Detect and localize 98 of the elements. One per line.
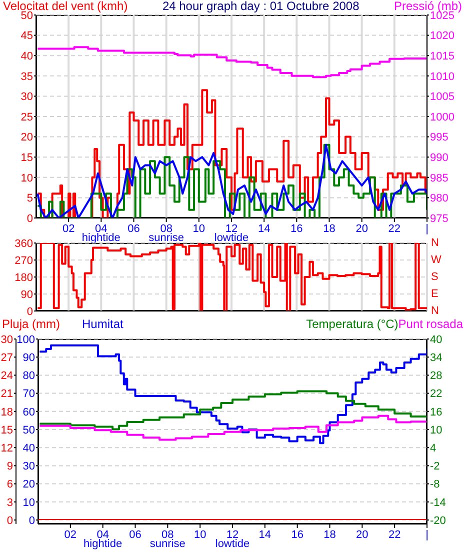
y-tick-label: 90 xyxy=(20,288,33,301)
x-tick-label: 18 xyxy=(324,528,336,541)
x-tick-label: 20 xyxy=(356,222,368,235)
y2-tick-label: 975 xyxy=(430,212,448,225)
x-tick-label: | xyxy=(426,528,428,541)
y-tick-label: 40 xyxy=(22,442,35,455)
y2-tick-label: 990 xyxy=(430,152,448,164)
x-tick-label: 10 xyxy=(192,222,206,235)
y-tick-label: 50 xyxy=(20,10,33,22)
x-tick-label: 06 xyxy=(129,528,142,541)
y-tick-label: 20 xyxy=(22,478,35,491)
y3-tick-label: -20 xyxy=(430,514,446,527)
x-tick-label: 02 xyxy=(64,528,77,541)
y3-tick-label: 28 xyxy=(430,370,442,382)
x-tick-label: 06 xyxy=(128,222,140,235)
text: S xyxy=(431,271,438,283)
y2-tick-label: 6 xyxy=(6,478,13,491)
x-tick-label: 02 xyxy=(62,222,75,235)
y2-tick-label: 1010 xyxy=(430,70,454,83)
chart-title: 24 hour graph day : 01 Octubre 2008 xyxy=(162,0,360,14)
y2-tick-label: 21 xyxy=(0,388,13,400)
y3-tick-label: 40 xyxy=(430,334,442,346)
y-tick-label: 270 xyxy=(14,254,33,267)
y2-tick-label: 1015 xyxy=(430,50,454,63)
x-tick-label: 12 xyxy=(226,528,239,541)
y-tick-label: 90 xyxy=(22,352,35,364)
y-tick-label: 20 xyxy=(20,132,33,144)
x-tick-label: 22 xyxy=(388,222,401,235)
y-tick-label: 30 xyxy=(22,460,35,473)
x-tick-label: 16 xyxy=(291,528,304,541)
y-tick-label: 10 xyxy=(20,172,33,184)
y-tick-label: 80 xyxy=(22,370,35,382)
x-tick-label: 14 xyxy=(258,222,270,235)
y2-tick-label: 0 xyxy=(6,514,13,527)
y-tick-label: 360 xyxy=(14,238,33,250)
y-tick-label: 45 xyxy=(20,30,33,42)
y2-tick-label: 995 xyxy=(430,132,448,144)
y3-tick-label: 4 xyxy=(430,442,436,455)
x-tick-label: | xyxy=(426,222,428,235)
y2-tick-label: 27 xyxy=(0,352,13,364)
text: Pluja (mm) xyxy=(2,317,60,332)
x-tick-label: 14 xyxy=(258,528,272,541)
annotation: hightide xyxy=(82,232,120,244)
y2-tick-label: 12 xyxy=(0,442,13,455)
x-tick-label: 18 xyxy=(323,222,336,235)
text: N xyxy=(431,237,439,249)
y2-tick-label: 3 xyxy=(6,496,13,509)
series-label: Humitat xyxy=(82,317,124,332)
x-tick-label: 08 xyxy=(160,222,172,235)
annotation: sunrise xyxy=(148,232,184,244)
text: Temperatura (°C) xyxy=(306,317,398,332)
y3-tick-label: 22 xyxy=(430,388,442,400)
y3-tick-label: -2 xyxy=(430,460,440,473)
y-tick-label: 40 xyxy=(20,50,33,63)
x-tick-label: 16 xyxy=(290,222,303,235)
y3-tick-label: 10 xyxy=(430,424,442,436)
y2-tick-label: 1025 xyxy=(430,10,454,22)
y2-tick-label: 30 xyxy=(0,334,13,346)
x-tick-label: 22 xyxy=(388,528,401,541)
y3-tick-label: -8 xyxy=(430,478,440,491)
y-tick-label: 10 xyxy=(22,496,35,509)
text: sunrise xyxy=(150,538,186,550)
y-tick-label: 5 xyxy=(26,192,33,205)
y-tick-label: 70 xyxy=(22,388,35,400)
y2-tick-label: 9 xyxy=(6,460,13,473)
y-tick-label: 0 xyxy=(28,514,35,527)
annotation: lowtide xyxy=(214,232,249,244)
y2-tick-label: 1000 xyxy=(430,111,454,124)
y2-tick-label: 1005 xyxy=(430,91,454,104)
y-tick-label: 50 xyxy=(22,424,35,436)
text: N xyxy=(431,305,439,317)
x-tick-label: 10 xyxy=(194,528,206,541)
y2-tick-label: 980 xyxy=(430,192,448,205)
text: Punt rosada xyxy=(398,317,463,332)
y3-tick-label: -14 xyxy=(430,496,446,509)
y3-tick-label: 16 xyxy=(430,406,442,418)
y-tick-label: 0 xyxy=(26,212,33,225)
y-tick-label: 60 xyxy=(22,406,35,418)
y-tick-label: 15 xyxy=(20,152,33,164)
text: hightide xyxy=(84,538,122,550)
y-tick-label: 0 xyxy=(26,306,33,318)
y-tick-label: 25 xyxy=(20,111,33,124)
x-tick-label: 08 xyxy=(162,528,174,541)
y2-tick-label: 15 xyxy=(0,424,13,436)
y-tick-label: 100 xyxy=(16,334,35,346)
x-tick-label: 20 xyxy=(356,528,368,541)
y-tick-label: 30 xyxy=(20,91,33,104)
text: W xyxy=(431,254,442,266)
text: E xyxy=(431,288,438,300)
y-tick-label: 35 xyxy=(20,70,33,83)
y2-tick-label: 18 xyxy=(0,406,13,418)
x-tick-label: 12 xyxy=(225,222,238,235)
y2-tick-label: 985 xyxy=(430,172,448,184)
y2-tick-label: 1020 xyxy=(430,30,454,42)
text: lowtide xyxy=(215,538,250,550)
y-tick-label: 180 xyxy=(14,272,33,284)
y3-tick-label: 34 xyxy=(430,352,442,364)
y2-tick-label: 24 xyxy=(0,370,13,382)
